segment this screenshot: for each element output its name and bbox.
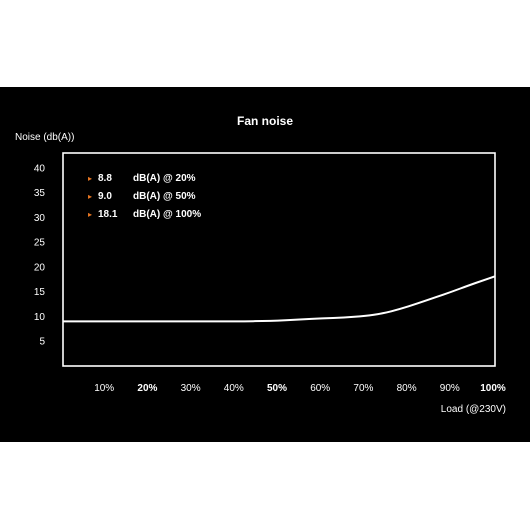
chart-title: Fan noise: [237, 114, 293, 128]
y-tick-label: 30: [34, 213, 46, 224]
x-tick-label: 20%: [137, 383, 157, 394]
y-tick-label: 5: [39, 337, 45, 348]
x-tick-label: 30%: [181, 383, 201, 394]
annotation-text: dB(A) @ 50%: [133, 191, 196, 202]
annotation-text: dB(A) @ 100%: [133, 209, 201, 220]
orange-triangle-icon: ▸: [88, 174, 92, 183]
y-tick-label: 15: [34, 287, 46, 298]
x-tick-label: 50%: [267, 383, 287, 394]
x-tick-label: 70%: [353, 383, 373, 394]
annotation-value: 9.0: [98, 191, 112, 202]
plot-frame: [62, 152, 496, 367]
fan-noise-chart: Fan noise Noise (db(A)) Load (@230V) 5 10…: [15, 114, 506, 415]
chart-panel: Fan noise Noise (db(A)) Load (@230V) 5 10…: [0, 87, 530, 442]
y-tick-label: 10: [34, 312, 46, 323]
y-axis-label: Noise (db(A)): [15, 132, 74, 143]
x-tick-label: 100%: [480, 383, 506, 394]
annotation-value: 8.8: [98, 173, 112, 184]
x-tick-label: 60%: [310, 383, 330, 394]
x-tick-label: 10%: [94, 383, 114, 394]
annotation-value: 18.1: [98, 209, 118, 220]
y-tick-label: 40: [34, 163, 46, 174]
x-tick-label: 40%: [224, 383, 244, 394]
y-tick-labels: 5 10 15 20 25 30 35 40: [34, 163, 46, 347]
annotations: ▸ 8.8 dB(A) @ 20% ▸ 9.0 dB(A) @ 50% ▸ 18.1 dB(A)…: [88, 173, 201, 220]
y-tick-label: 20: [34, 262, 46, 273]
orange-triangle-icon: ▸: [88, 192, 92, 201]
annotation-text: dB(A) @ 20%: [133, 173, 196, 184]
noise-curve: [62, 275, 496, 323]
x-axis-label: Load (@230V): [441, 404, 506, 415]
y-tick-label: 25: [34, 238, 46, 249]
x-tick-label: 80%: [397, 383, 417, 394]
x-tick-labels: 10% 20% 30% 40% 50% 60% 70% 80% 90% 100%: [94, 383, 506, 394]
x-tick-label: 90%: [440, 383, 460, 394]
orange-triangle-icon: ▸: [88, 210, 92, 219]
y-tick-label: 35: [34, 188, 46, 199]
